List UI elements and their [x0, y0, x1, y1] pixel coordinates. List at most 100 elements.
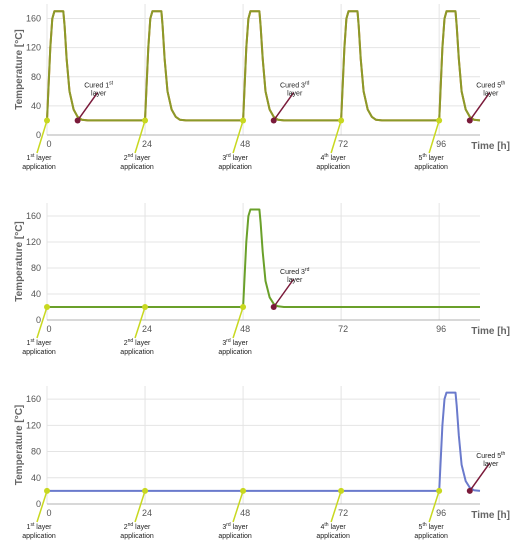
x-tick-label: 96 — [436, 508, 446, 518]
annotation-label-line2: application — [218, 164, 252, 171]
application-marker — [142, 117, 149, 124]
application-annotation: 1st layer application — [22, 117, 56, 171]
annotation-label-line2: application — [22, 533, 56, 540]
annotation-label-line2: layer — [287, 277, 303, 284]
y-tick-label: 80 — [31, 72, 41, 82]
x-tick-label: 0 — [46, 508, 51, 518]
application-marker — [44, 117, 50, 124]
y-tick-label: 120 — [26, 237, 41, 247]
application-marker — [142, 304, 149, 310]
y-tick-label: 40 — [31, 101, 41, 111]
application-annotation: 5th layer application — [414, 117, 448, 171]
leader-line — [469, 462, 491, 492]
application-annotation: 2nd layer application — [120, 117, 154, 171]
cured-marker — [466, 487, 473, 494]
leader-line — [134, 306, 146, 339]
annotation-label-line1: Cured 1st — [84, 80, 113, 89]
annotation-label-line2: application — [218, 533, 252, 540]
y-tick-label: 160 — [26, 14, 41, 24]
x-tick-label: 24 — [142, 324, 152, 334]
series-line-0 — [47, 391, 481, 492]
x-tick-label: 48 — [240, 508, 250, 518]
annotation-label-line2: application — [316, 164, 350, 171]
x-axis-label: Time [h] — [471, 510, 510, 521]
leader-line — [273, 278, 295, 308]
leader-line — [77, 92, 99, 121]
annotation-label-line2: application — [120, 533, 154, 540]
annotation-label-line2: application — [120, 349, 154, 356]
annotation-label-line2: layer — [91, 90, 107, 97]
x-tick-label: 96 — [436, 139, 446, 149]
leader-line — [232, 120, 244, 154]
annotation-label-line2: application — [218, 349, 252, 356]
application-marker — [338, 117, 345, 124]
annotation-label-line2: application — [414, 164, 448, 171]
leader-line — [232, 306, 244, 339]
annotation-label-line2: application — [316, 533, 350, 540]
x-axis-label: Time [h] — [471, 326, 510, 337]
annotation-label-line1: 4th layer — [321, 522, 347, 531]
chart-third-layer: 0 40 80 120 160 0 24 48 72 96 Temperature [°C] Time… — [14, 203, 510, 356]
application-annotation: 3rd layer application — [218, 304, 252, 356]
y-tick-label: 40 — [31, 289, 41, 299]
y-tick-label: 160 — [26, 394, 41, 404]
y-tick-label: 0 — [36, 499, 41, 509]
y-tick-label: 80 — [31, 263, 41, 273]
annotation-label-line1: 3rd layer — [222, 153, 248, 162]
cured-marker — [270, 117, 277, 124]
leader-line — [36, 120, 48, 154]
annotation-label-line2: application — [22, 349, 56, 356]
annotation-label-line2: application — [414, 533, 448, 540]
application-marker — [44, 304, 50, 310]
y-axis-label: Temperature [°C] — [14, 221, 25, 302]
leader-line — [273, 92, 295, 121]
annotation-label-line1: 1st layer — [27, 153, 53, 162]
leader-line — [469, 92, 491, 121]
x-tick-label: 72 — [338, 324, 348, 334]
y-tick-label: 40 — [31, 473, 41, 483]
application-marker — [436, 117, 443, 124]
application-marker — [44, 487, 50, 494]
y-tick-label: 120 — [26, 43, 41, 53]
application-marker — [240, 117, 247, 124]
grid — [46, 386, 480, 505]
x-tick-label: 24 — [142, 139, 152, 149]
annotation-label-line1: 4th layer — [321, 153, 347, 162]
annotation-label-line1: 5th layer — [419, 153, 445, 162]
x-tick-label: 24 — [142, 508, 152, 518]
series-line-0 — [47, 208, 480, 308]
application-marker — [436, 487, 443, 494]
x-axis-label: Time [h] — [471, 141, 510, 152]
annotation-label-line1: Cured 3rd — [280, 80, 310, 89]
annotation-label-line1: 2nd layer — [124, 153, 151, 162]
y-tick-label: 120 — [26, 420, 41, 430]
chart-fifth-layer: 0 40 80 120 160 0 24 48 72 96 Temperature [°C] Time… — [14, 386, 510, 540]
leader-line — [134, 120, 146, 154]
application-annotation: 3rd layer application — [218, 487, 252, 540]
annotation-label-line1: Cured 5th — [476, 451, 505, 460]
annotation-label-line1: 2nd layer — [124, 522, 151, 531]
annotation-label-line2: layer — [287, 90, 303, 97]
y-tick-label: 0 — [36, 130, 41, 140]
annotation-label-line1: 5th layer — [419, 522, 445, 531]
x-tick-label: 48 — [240, 324, 250, 334]
y-tick-label: 0 — [36, 315, 41, 325]
annotation-label-line1: 1st layer — [27, 338, 53, 347]
annotation-label-line2: application — [22, 164, 56, 171]
application-annotation: 5th layer application — [414, 487, 448, 540]
application-marker — [240, 487, 247, 494]
cured-marker — [466, 117, 473, 124]
application-annotation: 4th layer application — [316, 487, 350, 540]
x-tick-label: 72 — [338, 139, 348, 149]
application-annotation: 2nd layer application — [120, 304, 154, 356]
application-annotation: 4th layer application — [316, 117, 350, 171]
leader-line — [36, 490, 48, 523]
leader-line — [36, 306, 48, 339]
annotation-label-line2: layer — [483, 461, 499, 468]
x-tick-label: 0 — [46, 139, 51, 149]
